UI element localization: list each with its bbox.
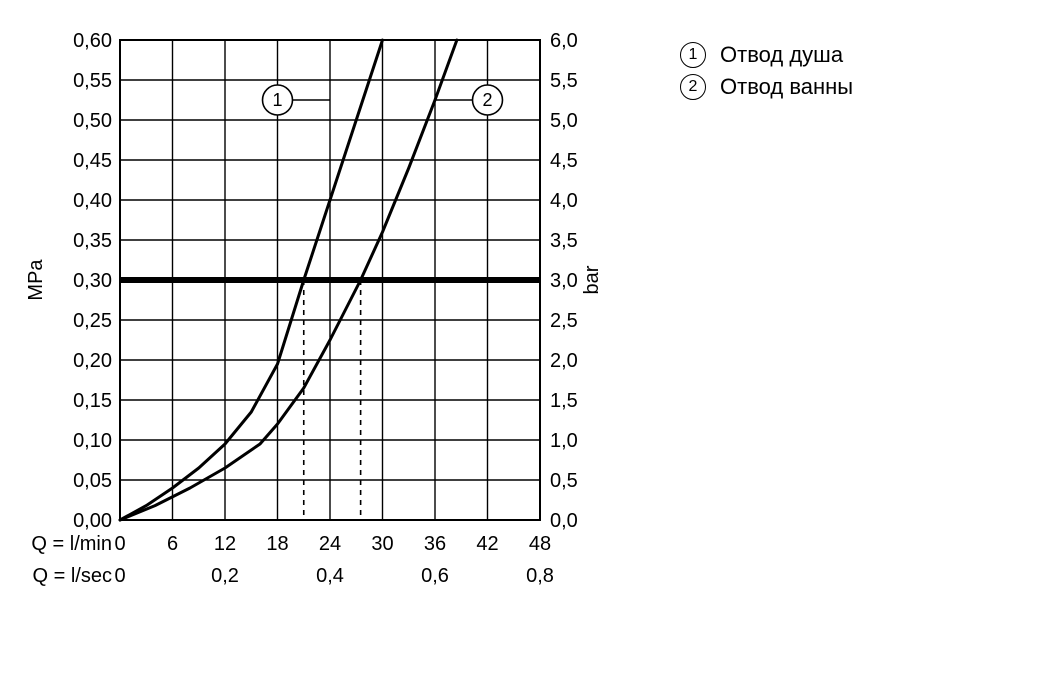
- chart-legend: 1 Отвод душа 2 Отвод ванны: [680, 42, 853, 106]
- svg-text:0: 0: [114, 565, 125, 587]
- svg-text:0,00: 0,00: [73, 510, 112, 532]
- svg-text:48: 48: [529, 533, 551, 555]
- svg-text:36: 36: [424, 533, 446, 555]
- svg-text:1,5: 1,5: [550, 390, 578, 412]
- svg-text:2,5: 2,5: [550, 310, 578, 332]
- svg-text:0,35: 0,35: [73, 230, 112, 252]
- svg-text:2,0: 2,0: [550, 350, 578, 372]
- svg-text:6: 6: [167, 533, 178, 555]
- svg-text:4,0: 4,0: [550, 190, 578, 212]
- svg-text:4,5: 4,5: [550, 150, 578, 172]
- svg-text:0,25: 0,25: [73, 310, 112, 332]
- svg-text:0,55: 0,55: [73, 70, 112, 92]
- svg-text:0,60: 0,60: [73, 30, 112, 52]
- chart-svg: 120,000,050,100,150,200,250,300,350,400,…: [0, 0, 620, 640]
- legend-text-2: Отвод ванны: [720, 74, 853, 100]
- svg-text:0,45: 0,45: [73, 150, 112, 172]
- svg-text:0,40: 0,40: [73, 190, 112, 212]
- svg-text:2: 2: [482, 90, 492, 110]
- svg-text:18: 18: [266, 533, 288, 555]
- flow-pressure-chart: 120,000,050,100,150,200,250,300,350,400,…: [0, 0, 620, 645]
- svg-text:0,20: 0,20: [73, 350, 112, 372]
- svg-text:0,05: 0,05: [73, 470, 112, 492]
- svg-text:24: 24: [319, 533, 341, 555]
- svg-text:0,15: 0,15: [73, 390, 112, 412]
- legend-marker-2: 2: [680, 74, 706, 100]
- svg-text:12: 12: [214, 533, 236, 555]
- svg-text:3,5: 3,5: [550, 230, 578, 252]
- svg-text:0,30: 0,30: [73, 270, 112, 292]
- svg-text:0,5: 0,5: [550, 470, 578, 492]
- svg-text:0,6: 0,6: [421, 565, 449, 587]
- svg-text:0,10: 0,10: [73, 430, 112, 452]
- svg-text:0,8: 0,8: [526, 565, 554, 587]
- svg-text:0,2: 0,2: [211, 565, 239, 587]
- svg-text:0: 0: [114, 533, 125, 555]
- svg-text:1: 1: [272, 90, 282, 110]
- svg-text:1,0: 1,0: [550, 430, 578, 452]
- legend-marker-1: 1: [680, 42, 706, 68]
- legend-item-2: 2 Отвод ванны: [680, 74, 853, 100]
- svg-text:5,5: 5,5: [550, 70, 578, 92]
- svg-text:5,0: 5,0: [550, 110, 578, 132]
- page-root: { "chart": { "type": "line", "background…: [0, 0, 1059, 675]
- legend-item-1: 1 Отвод душа: [680, 42, 853, 68]
- svg-text:30: 30: [371, 533, 393, 555]
- svg-text:3,0: 3,0: [550, 270, 578, 292]
- svg-text:42: 42: [476, 533, 498, 555]
- svg-text:0,4: 0,4: [316, 565, 344, 587]
- svg-text:0,0: 0,0: [550, 510, 578, 532]
- svg-text:6,0: 6,0: [550, 30, 578, 52]
- svg-text:0,50: 0,50: [73, 110, 112, 132]
- svg-text:MPa: MPa: [25, 259, 47, 301]
- svg-text:Q = l/min: Q = l/min: [31, 533, 112, 555]
- svg-text:bar: bar: [581, 265, 603, 294]
- legend-text-1: Отвод душа: [720, 42, 843, 68]
- svg-text:Q = l/sec: Q = l/sec: [33, 565, 112, 587]
